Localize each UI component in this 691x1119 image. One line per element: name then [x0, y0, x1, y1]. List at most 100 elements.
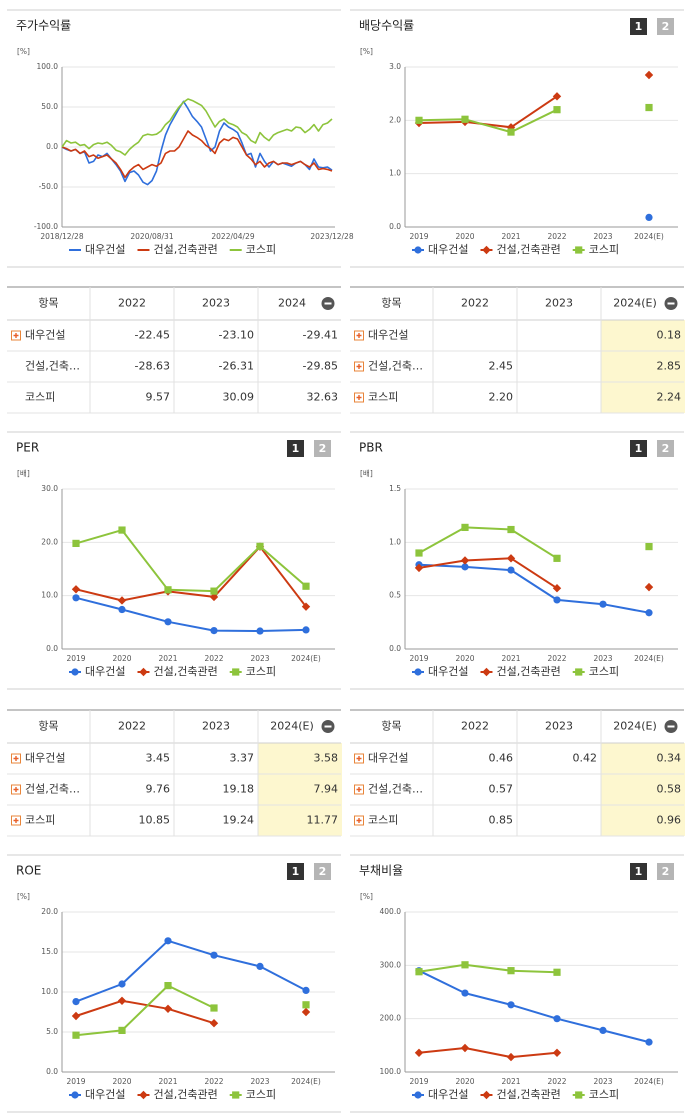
tab-button[interactable] — [630, 440, 647, 457]
tab-button-label[interactable]: 1 — [635, 20, 643, 33]
marker — [414, 668, 422, 676]
marker — [164, 937, 172, 945]
marker — [118, 1026, 126, 1034]
x-tick-label: 2020 — [455, 232, 474, 241]
tab-button[interactable] — [287, 863, 304, 880]
x-tick-label: 2019 — [66, 1077, 85, 1086]
marker — [461, 115, 469, 123]
marker — [553, 554, 561, 562]
column-header: 항목 — [38, 720, 58, 733]
legend-label: 대우건설 — [428, 665, 468, 678]
y-tick-label: 2.0 — [389, 115, 401, 124]
marker — [164, 618, 172, 626]
marker — [552, 92, 562, 101]
cell-value: 7.94 — [314, 783, 339, 796]
tab-button[interactable] — [657, 440, 674, 457]
legend-label: 대우건설 — [85, 1088, 125, 1101]
y-tick-label: 0.0 — [46, 142, 58, 151]
y-axis-unit: [%] — [360, 47, 373, 56]
cell-value: 0.18 — [657, 329, 682, 342]
cell-value: 2.45 — [489, 360, 514, 373]
y-tick-label: 20.0 — [41, 907, 58, 916]
marker — [482, 245, 491, 255]
tab-button-label[interactable]: 1 — [635, 442, 643, 455]
marker — [552, 1048, 562, 1057]
tab-button-label[interactable]: 2 — [662, 865, 670, 878]
tab-button[interactable] — [657, 863, 674, 880]
y-tick-label: 20.0 — [41, 537, 58, 546]
x-tick-label: 2019 — [409, 232, 428, 241]
x-tick-label: 2023/12/28 — [310, 232, 353, 241]
expand-icon-plus — [13, 818, 19, 823]
marker — [302, 1001, 310, 1009]
cell-value: 2.20 — [489, 391, 514, 404]
legend-label: 건설,건축관련 — [153, 665, 217, 678]
legend-label: 코스피 — [589, 1088, 619, 1101]
chart-title: ROE — [16, 864, 41, 878]
cell-value: 3.58 — [314, 752, 339, 765]
y-tick-label: 10.0 — [41, 987, 58, 996]
series-line — [75, 596, 307, 632]
chart-title: 부채비율 — [359, 864, 403, 878]
x-tick-label: 2023 — [593, 1077, 612, 1086]
cell-value: 10.85 — [139, 814, 171, 827]
x-tick-label: 2020 — [112, 1077, 131, 1086]
tab-button[interactable] — [314, 863, 331, 880]
marker — [553, 106, 561, 114]
series-line — [76, 1001, 306, 1023]
tab-button-label[interactable]: 2 — [662, 442, 670, 455]
series-line — [75, 939, 307, 1003]
x-tick-label: 2020 — [455, 654, 474, 663]
tab-button[interactable] — [630, 863, 647, 880]
row-name: 건설,건축… — [368, 360, 423, 373]
marker — [599, 1026, 607, 1034]
column-header: 2024(E) — [613, 297, 657, 310]
marker — [71, 1011, 81, 1021]
y-axis-unit: [%] — [360, 892, 373, 901]
series-line — [418, 963, 558, 974]
chart-title: PER — [16, 441, 39, 455]
marker — [301, 602, 311, 611]
cell-value: 9.57 — [146, 391, 171, 404]
y-tick-label: 1.0 — [389, 537, 401, 546]
cell-value: 32.63 — [307, 391, 339, 404]
tab-button-label[interactable]: 1 — [292, 442, 300, 455]
cell-value: 3.37 — [230, 752, 255, 765]
marker — [575, 246, 583, 254]
tab-button-label[interactable]: 2 — [319, 865, 327, 878]
column-header: 2022 — [118, 297, 146, 310]
y-tick-label: 30.0 — [41, 484, 58, 493]
tab-button-label[interactable]: 1 — [292, 865, 300, 878]
x-tick-label: 2024(E) — [634, 1077, 664, 1086]
x-tick-label: 2020/08/31 — [130, 232, 173, 241]
legend-label: 코스피 — [246, 665, 276, 678]
marker — [645, 1038, 653, 1046]
marker — [72, 1031, 80, 1039]
column-header: 항목 — [381, 720, 401, 733]
tab-button[interactable] — [314, 440, 331, 457]
cell-value: 2.85 — [657, 360, 682, 373]
tab-button-label[interactable]: 1 — [635, 865, 643, 878]
tab-button[interactable] — [657, 18, 674, 35]
tab-button[interactable] — [287, 440, 304, 457]
expand-icon-plus — [356, 395, 362, 400]
chart-title: 배당수익률 — [359, 19, 414, 33]
marker — [210, 951, 218, 959]
y-tick-label: -100.0 — [34, 222, 58, 231]
marker — [256, 542, 264, 550]
cell-value: 0.34 — [657, 752, 682, 765]
cell-value: 0.85 — [489, 814, 514, 827]
tab-button-label[interactable]: 2 — [662, 20, 670, 33]
row-name: 코스피 — [25, 814, 55, 827]
tab-button[interactable] — [630, 18, 647, 35]
tab-button-label[interactable]: 2 — [319, 442, 327, 455]
marker — [302, 986, 310, 995]
x-tick-label: 2021 — [158, 1077, 177, 1086]
expand-icon-plus — [356, 818, 362, 823]
x-tick-label: 2021 — [501, 1077, 520, 1086]
marker — [232, 1091, 240, 1099]
cell-value: 0.96 — [657, 814, 682, 827]
x-tick-label: 2022 — [547, 1077, 566, 1086]
cell-value: 0.42 — [573, 752, 598, 765]
row-name: 코스피 — [368, 391, 398, 404]
